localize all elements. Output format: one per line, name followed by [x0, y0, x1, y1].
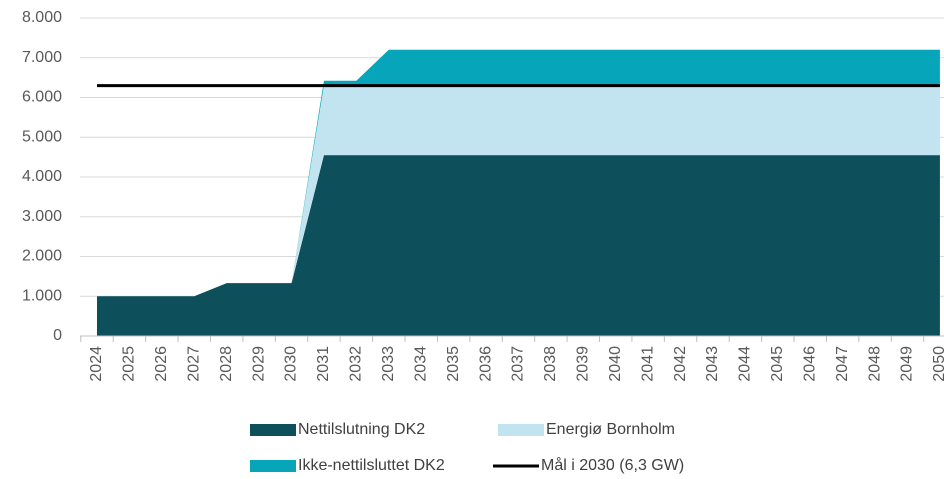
y-tick-label: 8.000	[22, 9, 62, 26]
legend-swatch	[498, 424, 544, 436]
x-tick-label: 2030	[283, 346, 300, 382]
x-tick-label: 2026	[153, 346, 170, 382]
x-tick-label: 2032	[348, 346, 365, 382]
y-tick-label: 3.000	[22, 208, 62, 225]
x-tick-label: 2048	[866, 346, 883, 382]
y-tick-label: 5.000	[22, 128, 62, 145]
x-tick-label: 2025	[121, 346, 138, 382]
area	[97, 155, 940, 336]
x-tick-label: 2027	[185, 346, 202, 382]
x-tick-label: 2031	[315, 346, 332, 382]
x-tick-label: 2035	[445, 346, 462, 382]
legend-label: Ikke-nettilsluttet DK2	[298, 457, 445, 474]
x-tick-label: 2028	[218, 346, 235, 382]
x-tick-label: 2034	[412, 346, 429, 382]
x-tick-label: 2044	[737, 346, 754, 382]
x-tick-label: 2036	[477, 346, 494, 382]
area	[97, 85, 940, 297]
x-tick-label: 2042	[672, 346, 689, 382]
x-tick-label: 2038	[542, 346, 559, 382]
x-tick-label: 2041	[639, 346, 656, 382]
area	[97, 49, 940, 297]
x-tick-label: 2046	[801, 346, 818, 382]
x-tick-label: 2024	[88, 346, 105, 382]
x-tick-label: 2040	[607, 346, 624, 382]
x-tick-label: 2047	[834, 346, 851, 382]
x-tick-label: 2029	[250, 346, 267, 382]
y-tick-label: 2.000	[22, 248, 62, 265]
legend-label: Mål i 2030 (6,3 GW)	[541, 456, 684, 474]
y-tick-label: 6.000	[22, 89, 62, 106]
legend-label: Nettilslutning DK2	[298, 421, 425, 438]
x-tick-label: 2033	[380, 346, 397, 382]
x-tick-label: 2045	[769, 346, 786, 382]
y-tick-label: 4.000	[22, 168, 62, 185]
x-tick-label: 2049	[899, 346, 916, 382]
y-tick-label: 1.000	[22, 287, 62, 304]
legend-swatch	[250, 460, 296, 472]
legend-swatch	[250, 424, 296, 436]
y-tick-label: 0	[53, 327, 62, 344]
legend-label: Energiø Bornholm	[546, 421, 675, 438]
x-tick-label: 2050	[931, 346, 944, 382]
x-tick-label: 2043	[704, 346, 721, 382]
y-tick-label: 7.000	[22, 49, 62, 66]
x-tick-label: 2039	[575, 346, 592, 382]
x-tick-label: 2037	[510, 346, 527, 382]
